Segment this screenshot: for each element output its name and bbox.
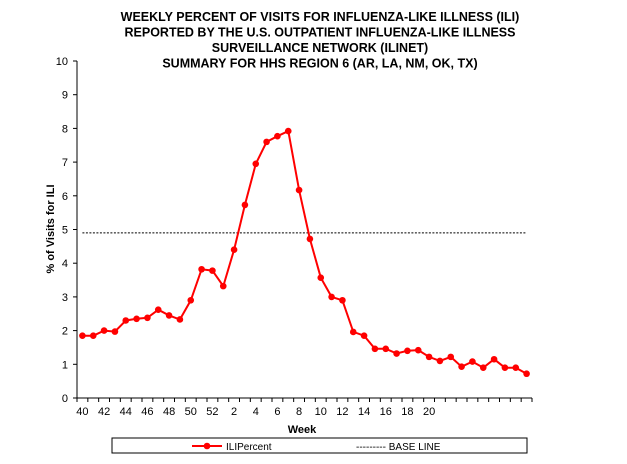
x-tick-label: 12 bbox=[336, 406, 348, 418]
legend-box bbox=[111, 437, 528, 454]
legend: ILIPercent --------- BASE LINE bbox=[111, 437, 528, 454]
x-tick-label: 10 bbox=[315, 406, 327, 418]
x-tick-label: 44 bbox=[120, 406, 132, 418]
ili-data-point bbox=[414, 346, 422, 354]
ili-data-point bbox=[133, 315, 140, 323]
x-tick-label: 8 bbox=[296, 406, 302, 418]
ili-data-point bbox=[111, 328, 119, 335]
ili-data-point bbox=[284, 127, 292, 135]
legend-ili-swatch-marker bbox=[203, 442, 211, 450]
y-tick-label: 7 bbox=[62, 157, 68, 169]
ili-data-point bbox=[512, 364, 520, 371]
ili-data-point bbox=[469, 358, 476, 365]
ili-data-point bbox=[490, 355, 498, 363]
ili-data-point bbox=[209, 267, 216, 274]
x-tick-label: 52 bbox=[206, 406, 218, 418]
x-tick-label: 20 bbox=[423, 406, 435, 418]
ili-data-point bbox=[198, 265, 205, 273]
ili-data-point bbox=[328, 293, 335, 301]
ili-data-point bbox=[79, 332, 86, 339]
ili-data-point bbox=[306, 235, 314, 243]
ili-data-point bbox=[447, 353, 455, 361]
x-tick-label: 46 bbox=[141, 406, 153, 418]
y-tick-label: 3 bbox=[62, 292, 68, 304]
y-tick-label: 0 bbox=[62, 393, 68, 405]
x-tick-label: 4 bbox=[253, 406, 259, 418]
ili-data-point bbox=[360, 332, 368, 339]
x-tick-label: 50 bbox=[185, 406, 197, 418]
x-tick-label: 2 bbox=[231, 406, 237, 418]
y-axis: 0 1 2 3 4 5 6 7 8 9 10 bbox=[56, 56, 77, 405]
x-tick-label: 16 bbox=[380, 406, 392, 418]
ili-data-point bbox=[458, 363, 465, 370]
ili-data-point bbox=[165, 312, 173, 319]
legend-baseline-label: --------- BASE LINE bbox=[356, 442, 441, 453]
y-tick-label: 9 bbox=[62, 90, 68, 102]
chart-title-line: SUMMARY FOR HHS REGION 6 (AR, LA, NM, OK… bbox=[162, 57, 477, 71]
chart-title-line: WEEKLY PERCENT OF VISITS FOR INFLUENZA-L… bbox=[121, 10, 520, 24]
ili-data-point bbox=[339, 296, 346, 304]
y-tick-label: 2 bbox=[62, 326, 68, 338]
y-tick-label: 8 bbox=[62, 123, 68, 135]
ili-data-point bbox=[371, 345, 379, 353]
x-axis-title: Week bbox=[288, 424, 317, 436]
y-tick-label: 10 bbox=[56, 56, 68, 68]
ili-data-point bbox=[122, 317, 130, 324]
ili-data-point bbox=[241, 201, 249, 209]
ili-data-point bbox=[393, 350, 400, 357]
ili-data-point bbox=[404, 347, 411, 355]
ili-data-point bbox=[176, 316, 184, 323]
y-tick-label: 1 bbox=[62, 359, 68, 371]
x-tick-label: 6 bbox=[274, 406, 280, 418]
plot-area bbox=[76, 61, 532, 399]
ili-data-point bbox=[523, 370, 530, 378]
series-layer bbox=[79, 127, 530, 378]
ili-data-point bbox=[317, 274, 325, 281]
ili-data-point bbox=[349, 328, 357, 336]
ili-data-point bbox=[479, 364, 487, 371]
chart-title: WEEKLY PERCENT OF VISITS FOR INFLUENZA-L… bbox=[121, 10, 520, 71]
ili-data-point bbox=[154, 306, 162, 314]
y-tick-label: 5 bbox=[62, 225, 68, 237]
ili-data-point bbox=[100, 327, 108, 334]
ili-data-point bbox=[187, 296, 195, 304]
ili-data-point bbox=[425, 353, 433, 361]
x-tick-label: 18 bbox=[401, 406, 413, 418]
y-tick-label: 4 bbox=[62, 258, 68, 270]
ili-data-point bbox=[436, 357, 444, 365]
ili-data-point bbox=[382, 345, 390, 353]
ili-data-point bbox=[219, 282, 227, 290]
ili-data-point bbox=[295, 186, 303, 194]
ili-data-point bbox=[252, 160, 260, 168]
ili-data-point bbox=[263, 138, 270, 146]
ili-percent-series-line bbox=[82, 129, 528, 375]
ili-data-point bbox=[89, 332, 97, 339]
x-tick-label: 42 bbox=[98, 406, 110, 418]
x-tick-label: 14 bbox=[358, 406, 370, 418]
ili-data-point bbox=[144, 314, 151, 322]
x-axis: 40 42 44 46 48 50 52 2 4 6 8 10 12 14 16 18 20 bbox=[76, 398, 533, 418]
chart-title-line: SURVEILLANCE NETWORK (ILINET) bbox=[212, 41, 428, 55]
ili-data-point bbox=[230, 246, 238, 254]
x-tick-label: 48 bbox=[163, 406, 175, 418]
chart-title-line: REPORTED BY THE U.S. OUTPATIENT INFLUENZ… bbox=[125, 26, 516, 40]
ili-data-point bbox=[274, 132, 281, 140]
y-tick-label: 6 bbox=[62, 191, 68, 203]
x-tick-label: 40 bbox=[76, 406, 88, 418]
ili-data-point bbox=[501, 364, 509, 371]
legend-ili-label: ILIPercent bbox=[226, 442, 272, 453]
y-axis-title: % of Visits for ILI bbox=[45, 184, 57, 273]
